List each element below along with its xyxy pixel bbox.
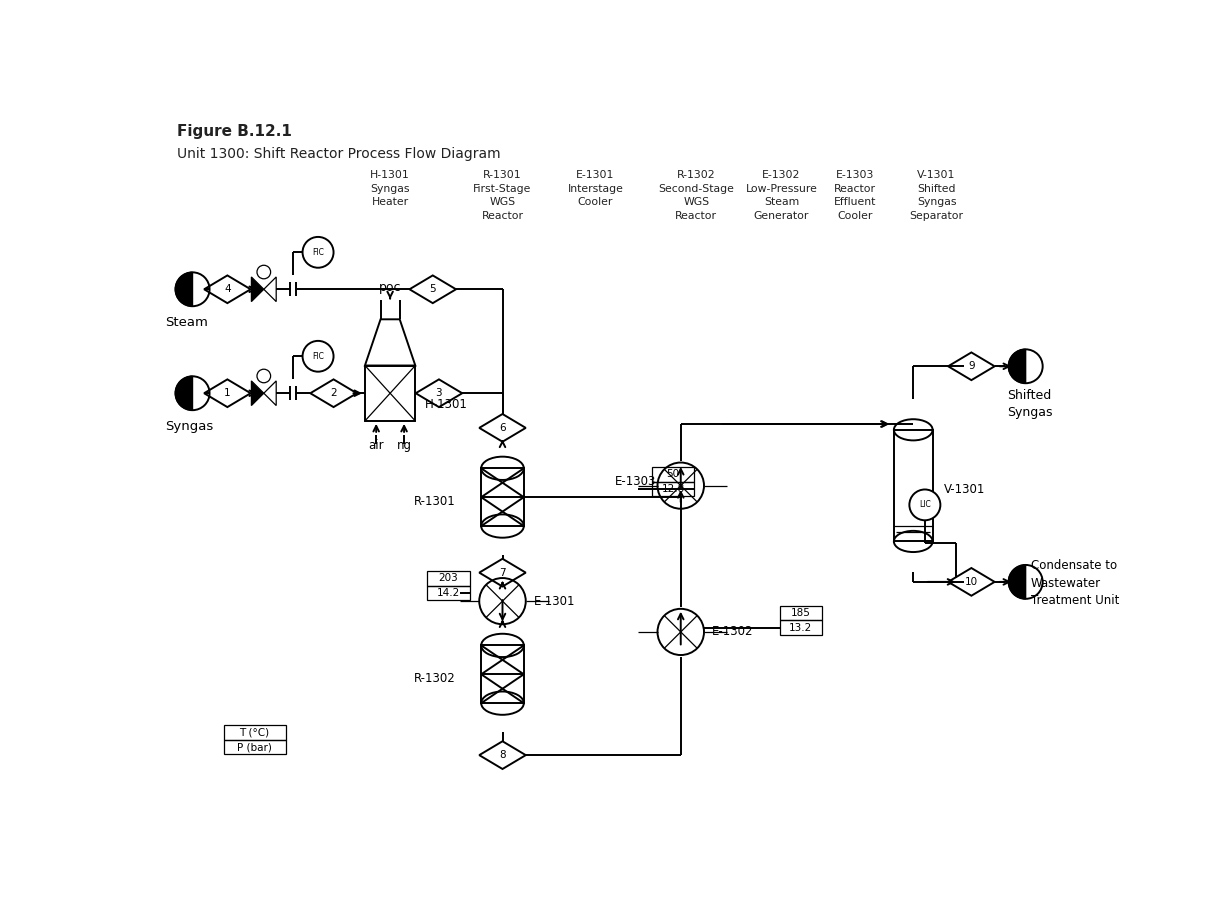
Bar <box>894 430 932 541</box>
Wedge shape <box>1009 565 1026 598</box>
Bar <box>652 467 694 482</box>
Text: Syngas: Syngas <box>165 420 214 433</box>
Text: V-1301: V-1301 <box>945 483 985 496</box>
Bar <box>427 585 470 600</box>
Text: E-1302
Low-Pressure
Steam
Generator: E-1302 Low-Pressure Steam Generator <box>745 170 818 220</box>
Text: Shifted
Syngas: Shifted Syngas <box>1006 389 1052 420</box>
Bar <box>652 482 694 496</box>
Circle shape <box>909 490 941 520</box>
Bar <box>481 468 524 526</box>
Text: Unit 1300: Shift Reactor Process Flow Diagram: Unit 1300: Shift Reactor Process Flow Di… <box>177 147 501 160</box>
Text: E-1301
Interstage
Cooler: E-1301 Interstage Cooler <box>567 170 624 207</box>
Text: E-1303: E-1303 <box>615 475 657 489</box>
Text: 13.2: 13.2 <box>790 622 813 632</box>
Bar <box>481 645 524 703</box>
Text: E-1303
Reactor
Effluent
Cooler: E-1303 Reactor Effluent Cooler <box>834 170 876 220</box>
Text: 203: 203 <box>438 573 458 584</box>
Text: 3: 3 <box>435 388 443 398</box>
Text: R-1302: R-1302 <box>415 671 456 685</box>
Bar <box>780 606 822 621</box>
Text: 4: 4 <box>224 284 231 294</box>
Text: R-1301: R-1301 <box>415 494 456 507</box>
Text: 5: 5 <box>429 284 437 294</box>
Text: 6: 6 <box>499 423 506 433</box>
Text: 8: 8 <box>499 751 506 760</box>
Text: R-1302
Second-Stage
WGS
Reactor: R-1302 Second-Stage WGS Reactor <box>658 170 734 220</box>
Text: Condensate to
Wastewater
Treatment Unit: Condensate to Wastewater Treatment Unit <box>1031 560 1119 608</box>
Text: E-1302: E-1302 <box>712 625 753 638</box>
Text: poc: poc <box>379 281 401 294</box>
Text: Figure B.12.1: Figure B.12.1 <box>177 124 292 138</box>
Text: 12.8: 12.8 <box>662 484 685 494</box>
Text: FIC: FIC <box>312 248 323 257</box>
Text: H-1301: H-1301 <box>426 398 467 411</box>
Text: 9: 9 <box>968 361 974 372</box>
Text: H-1301
Syngas
Heater: H-1301 Syngas Heater <box>370 170 410 207</box>
Wedge shape <box>1009 349 1026 384</box>
Text: P (bar): P (bar) <box>237 742 272 752</box>
Text: 7: 7 <box>499 568 506 578</box>
Text: 10: 10 <box>964 577 978 587</box>
Text: V-1301
Shifted
Syngas
Separator: V-1301 Shifted Syngas Separator <box>909 170 963 220</box>
Text: 14.2: 14.2 <box>437 588 460 598</box>
Text: 185: 185 <box>791 609 811 618</box>
Bar <box>365 365 416 421</box>
Text: Steam: Steam <box>165 316 208 329</box>
Text: LIC: LIC <box>919 501 931 509</box>
Text: ng: ng <box>396 439 412 452</box>
Wedge shape <box>176 376 193 410</box>
Text: FIC: FIC <box>312 352 323 361</box>
Bar <box>224 739 285 754</box>
Text: air: air <box>368 439 384 452</box>
Text: 50: 50 <box>667 469 679 479</box>
Text: 1: 1 <box>224 388 231 398</box>
Text: E-1301: E-1301 <box>534 595 574 608</box>
Bar <box>224 725 285 739</box>
Text: 2: 2 <box>330 388 337 398</box>
Circle shape <box>303 341 333 372</box>
Polygon shape <box>251 277 263 301</box>
Bar <box>780 621 822 635</box>
Polygon shape <box>251 381 263 406</box>
Text: T (°C): T (°C) <box>240 727 269 738</box>
Bar <box>427 571 470 585</box>
Circle shape <box>303 237 333 267</box>
Wedge shape <box>176 272 193 306</box>
Text: R-1301
First-Stage
WGS
Reactor: R-1301 First-Stage WGS Reactor <box>474 170 531 220</box>
